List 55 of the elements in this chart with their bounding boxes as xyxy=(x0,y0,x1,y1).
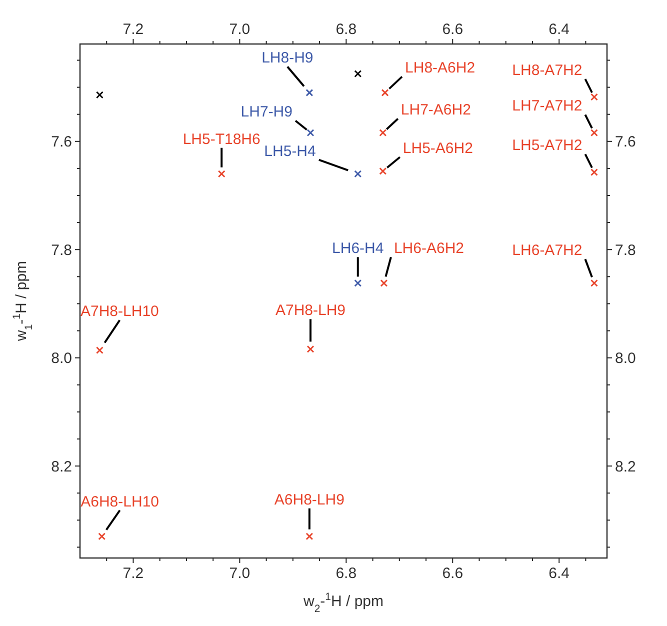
point xyxy=(354,170,362,178)
point xyxy=(379,167,387,175)
annotation: LH8-A6H2 xyxy=(405,60,476,77)
x-tick-label: 6.8 xyxy=(336,21,357,38)
point xyxy=(590,279,598,287)
point xyxy=(306,88,314,96)
x2-tick-label: 6.8 xyxy=(336,565,357,582)
y-tick-label: 8.2 xyxy=(51,458,72,476)
point xyxy=(590,168,598,176)
x2-tick-label: 7.2 xyxy=(122,565,144,582)
x-tick-label: 6.4 xyxy=(548,21,570,38)
point xyxy=(380,279,388,287)
annotation: LH5-T18H6 xyxy=(182,130,260,148)
annotation: A6H8-LH10 xyxy=(80,493,160,510)
point xyxy=(96,91,104,99)
annotation: LH7-A7H2 xyxy=(512,98,582,115)
y-tick-label: 7.8 xyxy=(51,242,72,259)
annotation: LH8-H9 xyxy=(262,50,314,67)
point xyxy=(379,128,387,136)
annotation: LH8-A7H2 xyxy=(512,62,582,80)
x-axis-title: w$_{2}$-$^{1}$H / ppm xyxy=(302,591,384,615)
y-tick-label: 7.6 xyxy=(51,134,72,151)
x2-tick-label: 7.0 xyxy=(229,565,250,582)
annotation: LH6-A7H2 xyxy=(512,242,582,260)
point xyxy=(98,532,106,540)
point xyxy=(590,128,598,136)
point xyxy=(218,170,226,178)
point xyxy=(354,279,362,287)
point xyxy=(306,128,314,136)
point xyxy=(354,70,362,78)
x2-tick-label: 6.4 xyxy=(548,565,570,582)
annotation: LH7-A6H2 xyxy=(400,102,471,119)
point xyxy=(381,88,389,96)
annotation: LH5-A7H2 xyxy=(512,137,582,154)
x-tick-label: 6.6 xyxy=(442,21,464,38)
point xyxy=(590,93,598,101)
x-tick-label: 7.0 xyxy=(229,21,250,38)
x2-tick-label: 6.6 xyxy=(442,565,464,582)
annotation: A7H8-LH10 xyxy=(80,303,159,320)
y-tick-label: 8.0 xyxy=(51,350,72,368)
annotation: LH5-A6H2 xyxy=(402,140,473,158)
annotation: LH6-A6H2 xyxy=(394,240,464,258)
point xyxy=(306,345,314,353)
point xyxy=(306,532,314,540)
y2-tick-label: 7.8 xyxy=(615,242,636,259)
annotation: A7H8-LH9 xyxy=(275,302,346,320)
annotation: LH5-H4 xyxy=(264,142,316,160)
x-tick-label: 7.2 xyxy=(122,21,144,38)
y2-tick-label: 8.0 xyxy=(615,350,636,368)
annotation: A6H8-LH9 xyxy=(274,491,344,508)
y2-tick-label: 7.6 xyxy=(615,134,636,151)
annotation: LH7-H9 xyxy=(240,104,292,121)
annotation: LH6-H4 xyxy=(332,240,384,258)
point xyxy=(96,346,104,354)
y2-tick-label: 8.2 xyxy=(615,458,636,476)
